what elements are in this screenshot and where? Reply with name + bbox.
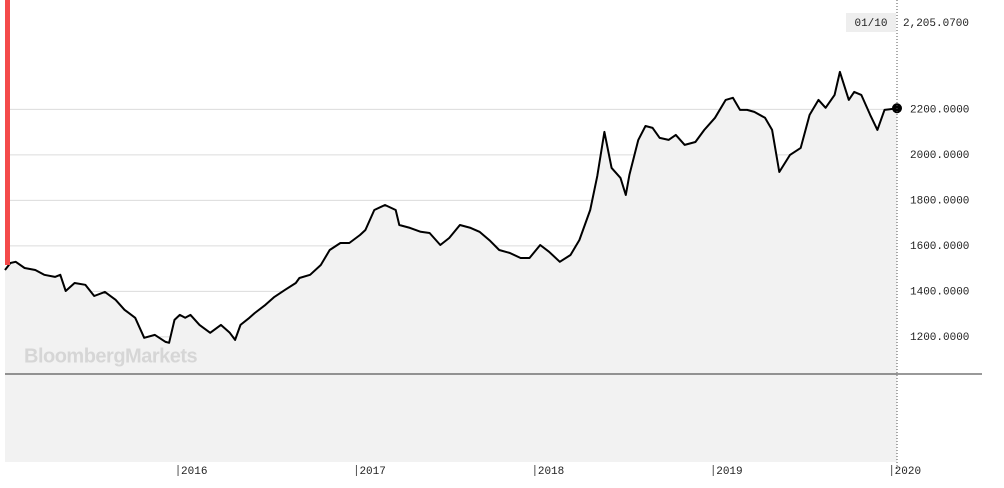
x-tick-label: 2017: [359, 466, 385, 478]
area: [5, 71, 897, 375]
annotation-date-box: [846, 13, 896, 32]
y-tick-label: 1800.0000: [910, 195, 969, 207]
range-marker: [5, 0, 10, 265]
y-tick-label: 1200.0000: [910, 332, 969, 344]
y-tick-label: 2200.0000: [910, 104, 969, 116]
x-tick-label: 2020: [895, 466, 921, 478]
y-tick-label: 1400.0000: [910, 286, 969, 298]
annotation-value: 2,205.0700: [903, 18, 969, 30]
lower-panel: [5, 374, 897, 462]
annotation-date: 01/10: [854, 18, 887, 30]
x-tick-label: 2018: [538, 466, 564, 478]
watermark: BloombergMarkets: [24, 345, 198, 367]
plot: [4, 70, 902, 375]
x-tick-label: 2016: [181, 466, 207, 478]
y-tick-label: 1600.0000: [910, 241, 969, 253]
y-tick-label: 2000.0000: [910, 150, 969, 162]
line: [4, 70, 898, 344]
x-tick-label: 2019: [716, 466, 742, 478]
